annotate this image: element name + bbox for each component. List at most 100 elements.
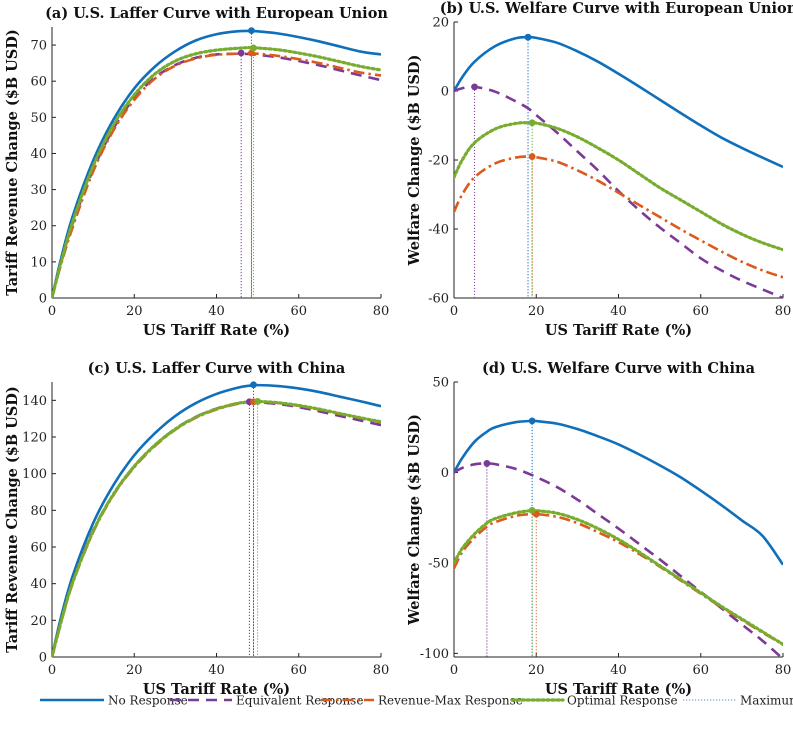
x-axis-label: US Tariff Rate (%) [545,681,692,698]
maximum-point-no_response [524,33,532,41]
maximum-point-equivalent [483,460,491,467]
legend-label: Maximum [740,694,793,708]
series-line-no_response [52,383,381,657]
series-line-revenue_max [454,512,783,646]
series-line-equivalent [52,400,381,657]
y-tick-label: 0 [39,651,47,666]
x-tick-label: 20 [528,663,545,678]
x-tick-label: 80 [775,304,792,319]
y-tick-label: 80 [30,504,47,519]
y-tick-label: 40 [30,147,47,162]
legend-label: Equivalent Response [236,694,363,708]
maximum-point-optimal [528,119,536,127]
legend-item-optimal: Optimal Response [510,694,678,708]
maximum-point-no_response [250,381,257,389]
maximum-point-revenue_max [528,153,536,160]
y-axis-label: Welfare Change ($B USD) [406,55,423,267]
y-tick-label: 40 [30,577,47,592]
series-line-equivalent [454,85,783,298]
x-tick-label: 60 [692,663,709,678]
y-tick-label: 30 [30,183,47,198]
panel-title: (b) U.S. Welfare Curve with European Uni… [440,0,793,17]
series-line-no_response [454,35,783,169]
x-tick-label: 80 [775,663,792,678]
legend-label: No Response [108,694,188,708]
series-line-optimal [52,399,381,657]
y-tick-label: 20 [30,614,47,629]
series-line-optimal [52,45,381,298]
maximum-point-no_response [248,27,255,35]
panel-b: (b) U.S. Welfare Curve with European Uni… [406,0,793,339]
panel-d: (d) U.S. Welfare Curve with China 0 20 40 60… [406,360,791,698]
panel-title: (c) U.S. Laffer Curve with China [88,360,346,377]
x-axis-label: US Tariff Rate (%) [545,322,692,339]
panel-c: (c) U.S. Laffer Curve with China 0 20 40 60 8… [4,360,389,698]
y-axis-label: Tariff Revenue Change ($B USD) [4,29,21,295]
x-tick-label: 0 [450,663,458,678]
series-line-no_response [52,29,381,298]
legend: No Response Equivalent Response Revenue-Ma… [40,694,793,708]
x-tick-label: 80 [373,663,390,678]
x-tick-label: 60 [290,663,307,678]
x-tick-label: 20 [528,304,545,319]
y-tick-label: 10 [30,255,47,270]
y-tick-label: 20 [30,219,47,234]
series-line-optimal [454,120,783,252]
y-tick-label: 120 [22,431,47,446]
legend-item-no_response: No Response [40,694,188,708]
maximum-point-optimal [254,398,262,405]
y-tick-label: 50 [432,376,449,391]
y-tick-label: 70 [30,39,47,54]
panel-a: (a) U.S. Laffer Curve with European Unio… [4,5,389,339]
series-line-optimal [454,508,783,646]
series-line-revenue_max [52,400,381,657]
y-tick-label: 60 [30,75,47,90]
y-axis-label: Tariff Revenue Change ($B USD) [4,386,21,652]
series-line-revenue_max [454,155,783,279]
y-tick-label: -100 [420,647,449,662]
x-tick-label: 60 [692,304,709,319]
y-tick-label: 100 [22,467,47,482]
x-tick-label: 40 [610,663,627,678]
legend-item-revenue_max: Revenue-Max Response [321,694,523,708]
maximum-point-equivalent [237,49,245,57]
x-tick-label: 40 [208,663,225,678]
maximum-point-equivalent [471,83,478,91]
series-line-revenue_max [52,52,381,298]
maximum-point-optimal [250,44,257,52]
series-line-no_response [454,419,783,566]
y-tick-label: 50 [30,111,47,126]
y-tick-label: -60 [428,292,449,307]
series-line-equivalent [454,462,783,657]
x-tick-label: 20 [126,663,143,678]
y-tick-label: 0 [441,85,449,100]
legend-label: Revenue-Max Response [378,694,523,708]
y-tick-label: -40 [428,223,449,238]
x-axis-label: US Tariff Rate (%) [143,681,290,698]
legend-label: Optimal Response [567,694,678,708]
y-tick-label: 20 [432,16,449,31]
x-tick-label: 80 [373,304,390,319]
y-tick-label: -50 [428,556,449,571]
x-tick-label: 20 [126,304,143,319]
y-tick-label: 0 [39,292,47,307]
y-tick-label: 0 [441,466,449,481]
panel-title: (a) U.S. Laffer Curve with European Unio… [45,5,388,22]
x-tick-label: 40 [610,304,627,319]
x-tick-label: 0 [48,663,56,678]
x-tick-label: 40 [208,304,225,319]
y-tick-label: -20 [428,154,449,169]
x-tick-label: 60 [290,304,307,319]
x-axis-label: US Tariff Rate (%) [143,322,290,339]
y-tick-label: 140 [22,394,47,409]
series-line-equivalent [52,52,381,298]
legend-item-equivalent: Equivalent Response [170,694,363,708]
maximum-point-no_response [528,417,536,425]
legend-item-maximum: Maximum [683,694,793,708]
x-tick-label: 0 [450,304,458,319]
panel-title: (d) U.S. Welfare Curve with China [482,360,756,377]
x-tick-label: 0 [48,304,56,319]
y-axis-label: Welfare Change ($B USD) [406,414,423,626]
maximum-point-optimal [528,507,536,514]
